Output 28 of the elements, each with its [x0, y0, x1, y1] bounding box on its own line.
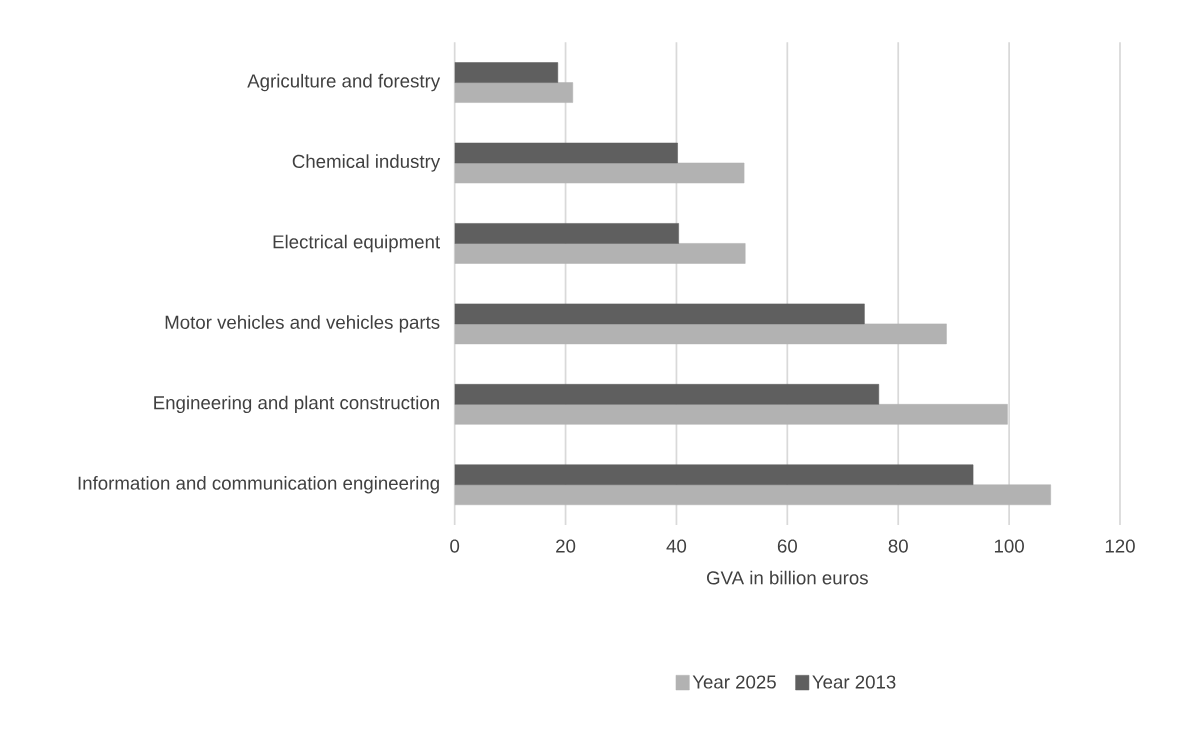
x-tick-label: 20 — [556, 539, 576, 553]
bar — [454, 142, 678, 164]
y-tick-label: Motor vehicles and vehicles parts — [165, 315, 440, 333]
bar — [454, 223, 679, 244]
bar — [454, 484, 1051, 506]
x-tick-label: 60 — [777, 539, 797, 553]
y-tick-label: Chemical industry — [292, 154, 441, 172]
legend-label: Year 2025 — [692, 675, 776, 689]
x-tick-label: 40 — [666, 539, 687, 553]
y-tick-label: Information and communication engineering — [78, 476, 439, 494]
bar — [454, 82, 574, 103]
x-tick-label: 80 — [888, 539, 908, 553]
x-axis-title: GVA in billion euros — [707, 570, 868, 585]
x-tick-label: 100 — [994, 539, 1024, 553]
y-tick-label: Agriculture and forestry — [247, 73, 441, 92]
legend-label: Year 2013 — [812, 675, 896, 689]
bar — [454, 303, 865, 325]
x-tick-label: 120 — [1105, 539, 1135, 553]
bar — [454, 162, 745, 184]
bar — [454, 243, 746, 264]
y-tick-label: Electrical equipment — [273, 234, 440, 253]
bar — [454, 323, 947, 345]
x-tick-label: 0 — [450, 539, 460, 553]
bar — [454, 464, 974, 486]
y-tick-label: Engineering and plant construction — [154, 395, 439, 414]
bar — [454, 384, 880, 405]
bar — [454, 62, 559, 83]
bar — [454, 404, 1008, 425]
